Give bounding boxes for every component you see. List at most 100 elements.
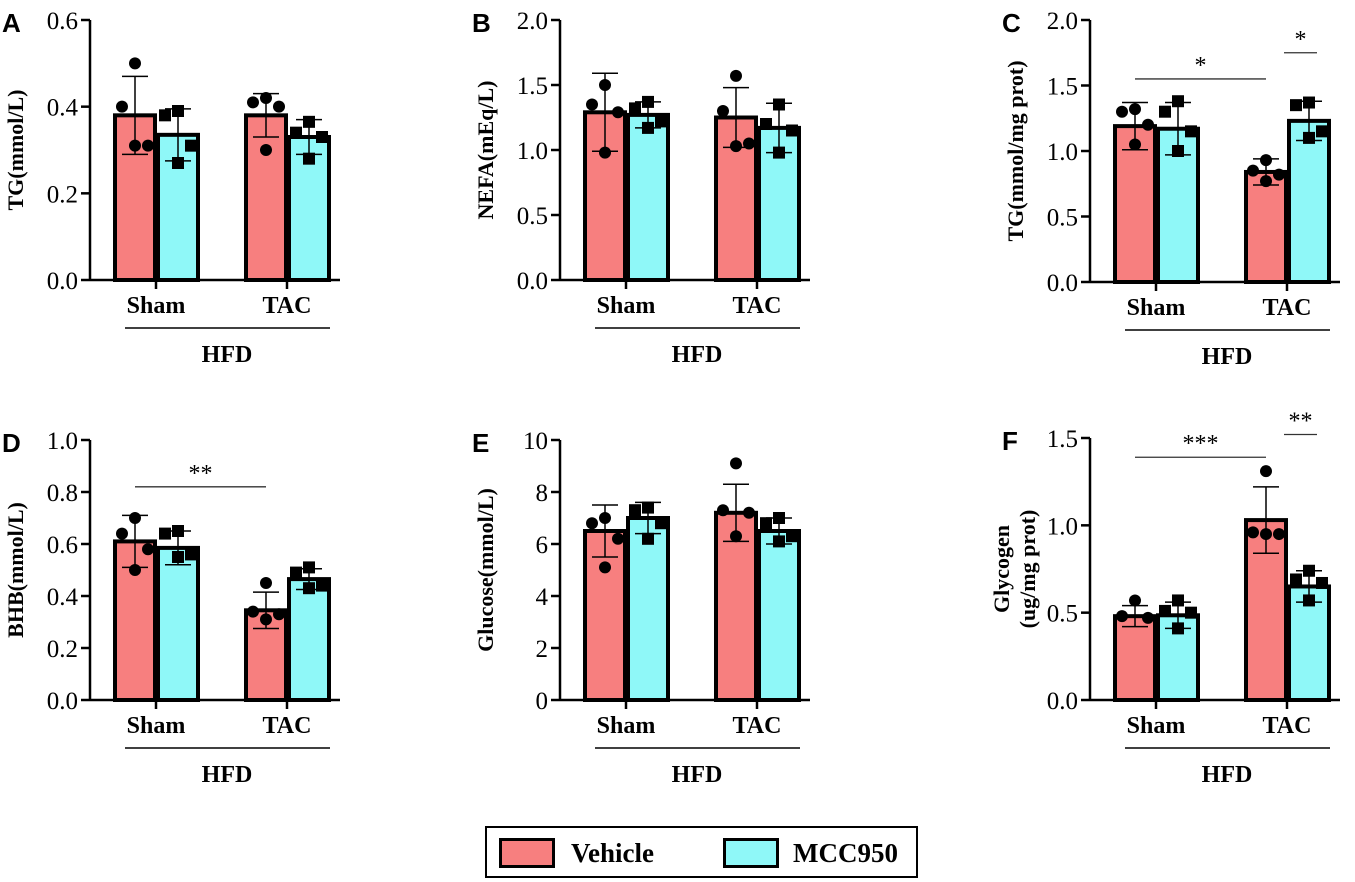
data-point (303, 582, 315, 595)
data-point (642, 121, 654, 134)
x-tick-label: TAC (1263, 295, 1312, 321)
legend-swatch-vehicle (499, 838, 555, 868)
data-point (586, 517, 598, 530)
y-axis-label: Glucose(mmol/L) (473, 488, 498, 652)
bar-vehicle-tac (244, 113, 288, 283)
data-point (717, 105, 729, 117)
data-point (1303, 96, 1315, 109)
data-point (1303, 131, 1315, 144)
y-tick-label: 1.5 (1047, 426, 1078, 453)
data-point (290, 566, 302, 579)
legend-label-vehicle: Vehicle (571, 838, 654, 868)
data-point (1247, 164, 1259, 177)
data-point (1316, 576, 1328, 589)
panel-letter: A (2, 8, 21, 38)
panel-letter: D (2, 428, 21, 458)
significance-label: ** (1289, 409, 1313, 435)
data-point (612, 532, 624, 545)
y-tick-label: 8 (536, 480, 549, 507)
data-point (786, 530, 798, 543)
y-tick-label: 0.5 (517, 203, 548, 230)
group-label: HFD (202, 762, 253, 788)
data-point (1316, 125, 1328, 138)
y-tick-label: 0.0 (47, 268, 78, 295)
y-tick-label: 1.0 (1047, 139, 1078, 166)
y-tick-label: 0.6 (47, 532, 78, 559)
y-tick-label: 0.0 (47, 688, 78, 715)
data-point (185, 139, 197, 152)
data-point (743, 137, 755, 150)
data-point (612, 106, 624, 119)
data-point (743, 506, 755, 519)
data-point (116, 100, 128, 113)
bar-mcc950-sham (626, 516, 670, 702)
data-point (1142, 611, 1154, 624)
data-point (1260, 465, 1272, 478)
significance-label: * (1295, 27, 1307, 53)
panel-letter: C (1002, 8, 1021, 38)
legend-label-mcc950: MCC950 (793, 838, 898, 868)
panel-letter: B (472, 8, 491, 38)
x-tick-label: TAC (263, 713, 312, 739)
data-point (1260, 154, 1272, 167)
y-tick-label: 0 (536, 688, 549, 715)
x-tick-label: TAC (263, 293, 312, 319)
y-tick-label: 0.8 (47, 480, 78, 507)
data-point (1260, 175, 1272, 188)
data-point (1172, 145, 1184, 157)
y-tick-label: 1.0 (517, 138, 548, 165)
x-tick-label: Sham (127, 713, 186, 739)
y-tick-label: 0.6 (47, 8, 78, 35)
data-point (316, 579, 328, 592)
y-tick-label: 6 (536, 532, 549, 559)
data-point (1129, 103, 1141, 116)
data-point (159, 527, 171, 540)
group-label: HFD (1202, 344, 1253, 370)
data-point (129, 564, 141, 576)
x-tick-label: TAC (733, 293, 782, 319)
data-point (129, 57, 141, 70)
data-point (1273, 168, 1285, 181)
data-point (1303, 594, 1315, 607)
data-point (172, 551, 184, 563)
x-tick-label: Sham (597, 293, 656, 319)
y-tick-label: 4 (536, 584, 549, 611)
data-point (129, 512, 141, 524)
data-point (159, 109, 171, 122)
data-point (629, 102, 641, 115)
group-label: HFD (202, 342, 253, 368)
data-point (1142, 118, 1154, 131)
data-point (1172, 594, 1184, 607)
data-point (655, 517, 667, 530)
data-point (316, 131, 328, 143)
data-point (303, 152, 315, 165)
y-tick-label: 0.4 (47, 584, 79, 611)
x-tick-label: Sham (597, 713, 656, 739)
bar-vehicle-sham (1113, 124, 1157, 284)
y-tick-label: 1.5 (517, 73, 548, 100)
data-point (1260, 528, 1272, 541)
data-point (247, 96, 259, 109)
y-tick-label: 0.0 (1047, 270, 1078, 297)
bar-mcc950-sham (626, 112, 670, 283)
data-point (260, 92, 272, 104)
data-point (730, 69, 742, 82)
legend: Vehicle MCC950 (485, 826, 918, 878)
data-point (599, 146, 611, 159)
data-point (730, 530, 742, 543)
data-point (1185, 606, 1197, 619)
y-tick-label: 0.4 (47, 95, 79, 122)
data-point (773, 535, 785, 548)
data-point (760, 118, 772, 130)
data-point (1273, 528, 1285, 541)
data-point (1172, 95, 1184, 108)
bar-mcc950-tac (1287, 118, 1331, 285)
data-point (116, 527, 128, 540)
group-label: HFD (672, 762, 723, 788)
data-point (730, 457, 742, 470)
data-point (773, 98, 785, 111)
y-tick-label: 1.5 (1047, 74, 1078, 101)
y-tick-label: 2.0 (1047, 8, 1078, 35)
data-point (629, 504, 641, 517)
data-point (1129, 594, 1141, 607)
